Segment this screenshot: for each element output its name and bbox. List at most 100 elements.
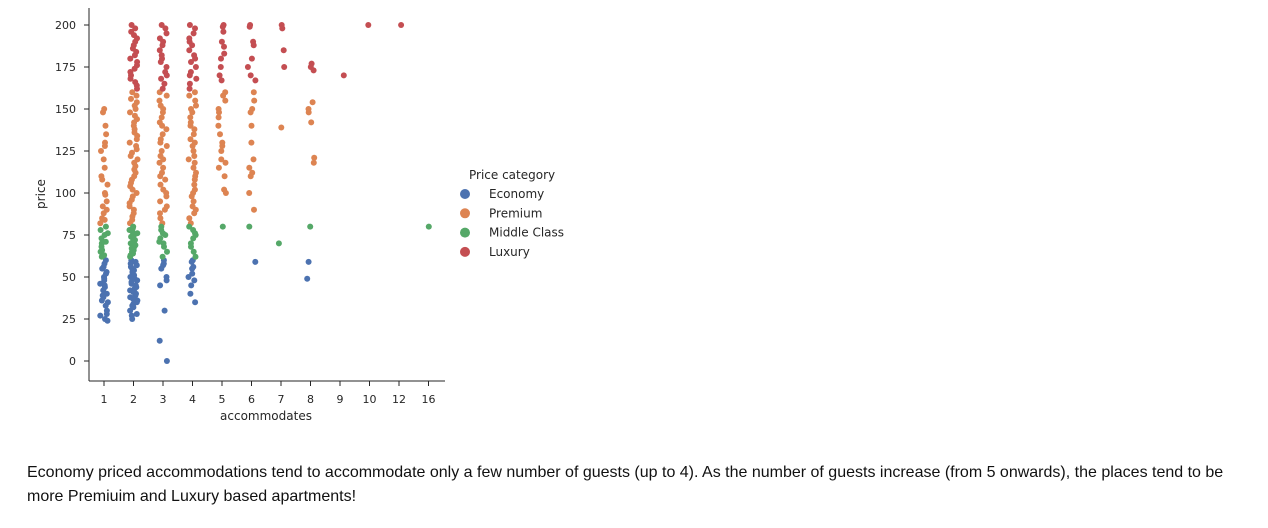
data-point-luxury bbox=[221, 50, 228, 57]
data-point-premium bbox=[251, 206, 257, 213]
x-tick-label: 2 bbox=[130, 393, 137, 406]
data-point-economy bbox=[191, 277, 198, 284]
data-point-premium bbox=[157, 139, 164, 146]
data-point-luxury bbox=[218, 38, 225, 45]
data-point-premium bbox=[191, 210, 198, 217]
data-point-premium bbox=[222, 190, 229, 196]
data-point-economy bbox=[189, 265, 196, 272]
data-point-premium bbox=[246, 164, 253, 171]
data-point-premium bbox=[222, 159, 229, 166]
data-point-luxury bbox=[186, 72, 193, 79]
data-point-premium bbox=[159, 109, 166, 116]
data-point-economy bbox=[185, 274, 192, 280]
legend-items: Economy Premium Middle Class Luxury bbox=[460, 187, 564, 259]
data-point-luxury bbox=[244, 64, 251, 70]
data-point-luxury bbox=[156, 47, 163, 54]
x-ticks: 1 2 3 4 5 6 7 8 9 10 12 16 bbox=[101, 381, 436, 406]
data-point-luxury bbox=[127, 55, 134, 62]
x-tick-label: 16 bbox=[422, 393, 436, 406]
legend-marker bbox=[460, 189, 470, 199]
y-tick-label: 100 bbox=[55, 187, 76, 200]
data-point-premium bbox=[133, 146, 140, 153]
data-point-middle-class bbox=[159, 253, 166, 260]
data-point-luxury bbox=[186, 47, 193, 54]
data-point-premium bbox=[215, 164, 222, 171]
data-point-premium bbox=[163, 92, 170, 99]
data-point-premium bbox=[102, 191, 109, 198]
data-point-premium bbox=[127, 153, 134, 159]
data-point-premium bbox=[100, 109, 106, 116]
data-point-luxury bbox=[131, 65, 138, 72]
data-point-premium bbox=[247, 173, 254, 180]
data-point-premium bbox=[98, 148, 104, 154]
data-point-luxury bbox=[219, 23, 226, 30]
caption-text: Economy priced accommodations tend to ac… bbox=[27, 464, 1224, 505]
data-point-middle-class bbox=[98, 235, 105, 242]
data-point-premium bbox=[97, 220, 104, 227]
data-point-luxury bbox=[310, 67, 317, 74]
legend-label: Premium bbox=[489, 206, 542, 220]
data-point-middle-class bbox=[219, 223, 226, 230]
data-point-premium bbox=[219, 143, 226, 149]
data-point-premium bbox=[158, 148, 165, 154]
data-point-premium bbox=[129, 186, 136, 193]
data-point-luxury bbox=[281, 64, 288, 70]
data-point-luxury bbox=[193, 75, 200, 82]
data-point-premium bbox=[311, 154, 318, 161]
x-tick-label: 9 bbox=[337, 393, 344, 406]
data-point-premium bbox=[191, 153, 198, 159]
data-point-economy bbox=[156, 337, 163, 344]
data-point-luxury bbox=[134, 85, 140, 92]
data-point-premium bbox=[218, 156, 225, 163]
data-point-premium bbox=[99, 176, 106, 183]
data-point-premium bbox=[156, 97, 163, 104]
data-point-middle-class bbox=[98, 253, 105, 260]
data-point-luxury bbox=[280, 47, 287, 54]
data-point-premium bbox=[250, 89, 257, 96]
x-tick-label: 5 bbox=[219, 393, 226, 406]
data-point-premium bbox=[163, 193, 170, 200]
data-point-premium bbox=[189, 143, 196, 149]
points-layer bbox=[97, 22, 432, 364]
data-point-economy bbox=[188, 258, 195, 265]
data-point-luxury bbox=[192, 25, 198, 32]
data-point-premium bbox=[216, 109, 222, 116]
data-point-premium bbox=[191, 89, 198, 96]
x-tick-label: 4 bbox=[189, 393, 196, 406]
data-point-luxury bbox=[163, 30, 170, 37]
data-point-premium bbox=[157, 198, 164, 205]
data-point-economy bbox=[133, 262, 140, 269]
data-point-luxury bbox=[186, 85, 193, 92]
data-point-luxury bbox=[161, 80, 168, 87]
data-point-luxury bbox=[132, 25, 139, 32]
data-point-premium bbox=[158, 114, 165, 121]
data-point-premium bbox=[189, 109, 196, 116]
data-point-luxury bbox=[221, 43, 227, 50]
data-point-luxury bbox=[248, 55, 255, 62]
data-point-premium bbox=[163, 126, 170, 133]
data-point-premium bbox=[133, 136, 140, 143]
data-point-premium bbox=[191, 176, 198, 183]
data-point-economy bbox=[163, 277, 170, 284]
data-point-premium bbox=[250, 156, 257, 163]
data-point-premium bbox=[186, 215, 193, 222]
data-point-premium bbox=[221, 173, 228, 180]
legend-label: Luxury bbox=[489, 245, 530, 259]
data-point-premium bbox=[309, 99, 316, 106]
legend-label: Economy bbox=[489, 187, 544, 201]
data-point-luxury bbox=[279, 25, 286, 32]
data-point-premium bbox=[133, 92, 140, 99]
data-point-premium bbox=[157, 210, 163, 217]
data-point-premium bbox=[218, 148, 225, 154]
data-point-economy bbox=[157, 282, 164, 289]
data-point-economy bbox=[97, 312, 104, 319]
data-point-premium bbox=[191, 159, 198, 166]
data-point-premium bbox=[103, 131, 110, 138]
data-point-luxury bbox=[131, 52, 138, 59]
data-point-middle-class bbox=[161, 243, 167, 250]
data-point-premium bbox=[222, 97, 229, 104]
data-point-premium bbox=[190, 148, 197, 154]
data-point-premium bbox=[101, 143, 108, 149]
data-point-middle-class bbox=[164, 248, 170, 255]
